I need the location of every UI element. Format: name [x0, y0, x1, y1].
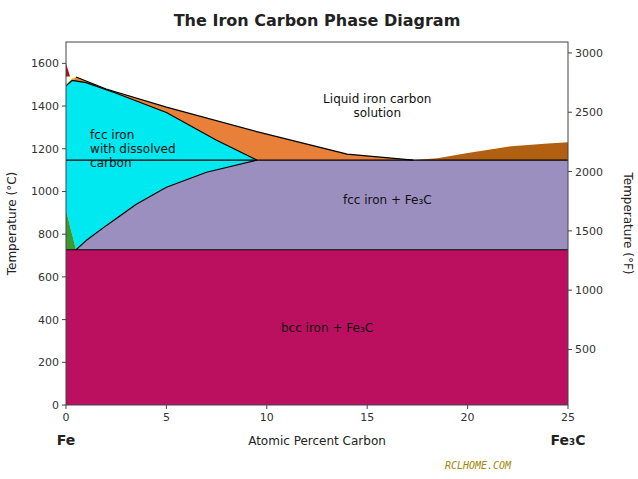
plot-background: [66, 42, 568, 405]
x-tick-label: 15: [360, 411, 374, 424]
data-layer: [66, 63, 568, 405]
x-tick: [266, 405, 267, 409]
plot-frame: [66, 42, 568, 405]
y2-tick: [568, 171, 572, 172]
y-tick-label: 0: [52, 399, 59, 412]
region-label-line: with dissolved: [90, 142, 176, 156]
x-tick-label: 20: [461, 411, 475, 424]
y-tick: [62, 319, 66, 320]
region-label-line: bcc iron + Fe₃C: [281, 321, 373, 335]
y2-tick: [568, 52, 572, 53]
region-label: fcc iron + Fe₃C: [343, 193, 432, 207]
region-label: Liquid iron carbonsolution: [323, 92, 431, 120]
y2-tick: [568, 112, 572, 113]
x-tick: [568, 405, 569, 409]
y2-tick-label: 1000: [575, 284, 603, 297]
x-tick: [66, 405, 67, 409]
y2-tick: [568, 230, 572, 231]
x-tick: [467, 405, 468, 409]
y-tick: [62, 362, 66, 363]
title: The Iron Carbon Phase Diagram: [174, 11, 461, 30]
y2-tick-label: 1500: [575, 225, 603, 238]
phase-boundary: [76, 77, 413, 160]
region-label-line: Liquid iron carbon: [323, 92, 431, 106]
y2-tick: [568, 290, 572, 291]
region-label: fcc ironwith dissolvedcarbon: [90, 128, 176, 170]
watermark: RCLHOME.COM: [445, 460, 512, 471]
y2-tick-label: 500: [575, 343, 596, 356]
y-tick: [62, 191, 66, 192]
x-axis-label: Atomic Percent Carbon: [248, 434, 386, 448]
phase-region: [66, 210, 76, 250]
y-tick: [62, 106, 66, 107]
y2-tick-label: 2000: [575, 166, 603, 179]
y-tick: [62, 148, 66, 149]
y-tick-label: 600: [38, 271, 59, 284]
y-tick-label: 1000: [31, 185, 59, 198]
phase-region: [413, 142, 568, 160]
y-tick-label: 1600: [31, 57, 59, 70]
composition-end-label: Fe₃C: [551, 432, 586, 448]
region-label-line: carbon: [90, 156, 131, 170]
phase-region: [66, 250, 568, 405]
y-tick: [62, 405, 66, 406]
x-tick: [166, 405, 167, 409]
y2-tick-label: 3000: [575, 47, 603, 60]
x-tick-label: 10: [260, 411, 274, 424]
composition-end-label: Fe: [57, 432, 76, 448]
y-tick: [62, 276, 66, 277]
phase-region: [66, 63, 70, 76]
phase-boundary: [66, 80, 257, 160]
y2-tick-label: 2500: [575, 106, 603, 119]
y-tick: [62, 234, 66, 235]
y2-tick: [568, 349, 572, 350]
phase-boundary: [66, 159, 568, 160]
phase-boundary: [66, 249, 568, 250]
chart: 0 5 10 15 20 25 0 200 400 600 800 1000 1200 1400 1600 5…: [0, 0, 638, 479]
y-tick-label: 400: [38, 314, 59, 327]
y-tick-label: 200: [38, 356, 59, 369]
region-label-line: fcc iron: [90, 128, 134, 142]
phase-region: [66, 77, 413, 160]
region-label-line: solution: [353, 106, 401, 120]
y-tick-label: 1200: [31, 143, 59, 156]
x-tick-label: 25: [561, 411, 575, 424]
x-tick-label: 0: [63, 411, 70, 424]
y2-axis-label: Temperature (°F): [621, 171, 635, 274]
y-tick-label: 1400: [31, 100, 59, 113]
y-axis-label: Temperature (°C): [5, 172, 19, 277]
phase-boundary: [76, 160, 257, 250]
x-tick: [367, 405, 368, 409]
x-tick-label: 5: [163, 411, 170, 424]
y-tick: [62, 63, 66, 64]
region-label-line: fcc iron + Fe₃C: [343, 193, 432, 207]
y-tick-label: 800: [38, 228, 59, 241]
region-label: bcc iron + Fe₃C: [281, 321, 373, 335]
